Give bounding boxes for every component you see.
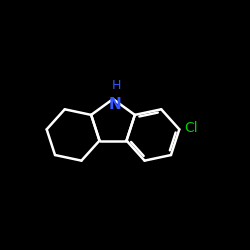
Text: Cl: Cl <box>184 121 198 135</box>
Text: H: H <box>111 79 121 92</box>
Text: N: N <box>108 97 122 112</box>
